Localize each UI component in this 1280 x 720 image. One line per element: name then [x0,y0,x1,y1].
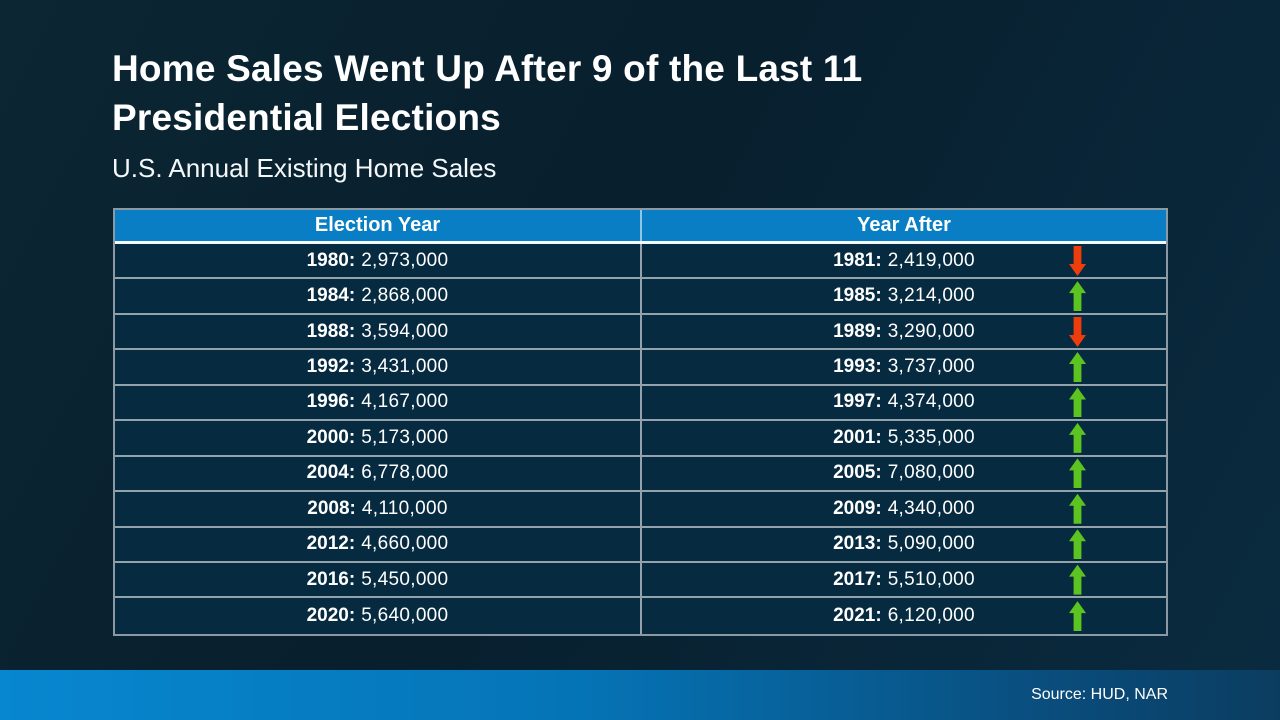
year-after-cell: 2021: 6,120,000 [642,598,1166,633]
election-sales-value: 5,640,000 [361,605,449,627]
up-arrow-icon [1069,458,1086,489]
year-after-cell: 2001: 5,335,000 [642,421,1166,454]
election-sales-value: 3,594,000 [361,320,449,342]
column-header-election-year: Election Year [115,210,642,241]
election-sales-value: 2,868,000 [361,285,449,307]
table-row: 1984: 2,868,000 1985: 3,214,000 [115,279,1166,315]
page-subtitle: U.S. Annual Existing Home Sales [112,153,497,183]
table-row: 1980: 2,973,000 1981: 2,419,000 [115,244,1166,280]
down-arrow-icon [1069,317,1086,347]
election-year-label: 1980: [306,249,356,271]
election-year-cell: 1980: 2,973,000 [115,244,642,278]
source-attribution: Source: HUD, NAR [1031,686,1168,703]
table-row: 1996: 4,167,000 1997: 4,374,000 [115,385,1166,422]
election-year-label: 2012: [306,533,356,555]
year-after-cell: 1981: 2,419,000 [642,244,1166,277]
year-after-sales-value: 5,090,000 [887,533,975,555]
year-after-label: 2017: [833,568,882,590]
year-after-sales-value: 5,510,000 [887,568,975,590]
year-after-label: 2021: [833,605,882,627]
year-after-cell: 2009: 4,340,000 [642,492,1166,525]
table-header-row: Election Year Year After [115,210,1166,244]
election-year-cell: 1992: 3,431,000 [115,350,642,384]
year-after-sales-value: 4,340,000 [887,497,975,519]
year-after-cell: 1989: 3,290,000 [642,315,1166,348]
year-after-cell: 1997: 4,374,000 [642,386,1166,419]
election-year-cell: 1996: 4,167,000 [115,385,642,420]
footer-bar: Source: HUD, NAR [0,670,1280,720]
year-after-label: 2013: [833,533,882,555]
year-after-label: 1997: [833,391,882,413]
page-title-line2: Presidential Elections [112,97,501,138]
election-sales-value: 6,778,000 [361,462,449,484]
page-title: Home Sales Went Up After 9 of the Last 1… [112,44,1092,142]
election-year-cell: 2016: 5,450,000 [115,562,642,597]
year-after-label: 2001: [833,426,882,448]
election-sales-value: 3,431,000 [361,356,449,378]
year-after-cell: 1993: 3,737,000 [642,350,1166,383]
election-year-cell: 2012: 4,660,000 [115,527,642,561]
up-arrow-icon [1069,422,1086,453]
up-arrow-icon [1069,564,1086,595]
up-arrow-icon [1069,601,1086,632]
election-year-cell: 2004: 6,778,000 [115,456,642,491]
table-row: 2016: 5,450,000 2017: 5,510,000 [115,562,1166,599]
year-after-label: 1989: [833,320,882,342]
up-arrow-icon [1069,352,1086,383]
election-sales-value: 5,173,000 [361,426,449,448]
year-after-label: 2009: [833,497,882,519]
election-year-label: 2000: [306,426,356,448]
election-year-label: 2020: [306,605,356,627]
year-after-label: 2005: [833,462,882,484]
year-after-sales-value: 5,335,000 [887,426,975,448]
election-sales-value: 4,660,000 [361,533,449,555]
up-arrow-icon [1069,387,1086,418]
year-after-cell: 2013: 5,090,000 [642,528,1166,561]
table-row: 2004: 6,778,000 2005: 7,080,000 [115,456,1166,493]
election-year-label: 1988: [306,320,356,342]
year-after-sales-value: 7,080,000 [887,462,975,484]
year-after-sales-value: 6,120,000 [887,605,975,627]
year-after-label: 1993: [833,356,882,378]
year-after-cell: 2005: 7,080,000 [642,457,1166,490]
year-after-cell: 1985: 3,214,000 [642,279,1166,312]
election-year-cell: 2000: 5,173,000 [115,421,642,455]
column-header-year-after: Year After [857,214,951,236]
table-row: 2000: 5,173,000 2001: 5,335,000 [115,421,1166,457]
home-sales-table: Election Year Year After 1980: 2,973,000 … [113,208,1168,636]
down-arrow-icon [1069,246,1086,276]
election-sales-value: 4,110,000 [361,497,448,519]
year-after-sales-value: 4,374,000 [887,391,975,413]
up-arrow-icon [1069,281,1086,312]
election-year-cell: 1984: 2,868,000 [115,279,642,313]
year-after-sales-value: 2,419,000 [887,249,975,271]
table-row: 2008: 4,110,000 2009: 4,340,000 [115,492,1166,528]
year-after-label: 1985: [833,285,882,307]
election-sales-value: 2,973,000 [361,249,449,271]
election-year-label: 1992: [306,356,356,378]
election-year-label: 1996: [306,391,356,413]
up-arrow-icon [1069,493,1086,524]
election-year-label: 2016: [306,568,356,590]
election-year-cell: 2020: 5,640,000 [115,598,642,634]
table-row: 2012: 4,660,000 2013: 5,090,000 [115,527,1166,563]
table-row: 2020: 5,640,000 2021: 6,120,000 [115,598,1166,634]
election-year-cell: 1988: 3,594,000 [115,314,642,349]
table-row: 1992: 3,431,000 1993: 3,737,000 [115,350,1166,386]
election-year-label: 2004: [306,462,356,484]
table-row: 1988: 3,594,000 1989: 3,290,000 [115,314,1166,351]
election-sales-value: 4,167,000 [361,391,449,413]
year-after-label: 1981: [833,249,882,271]
year-after-sales-value: 3,290,000 [887,320,975,342]
year-after-sales-value: 3,737,000 [887,356,975,378]
election-year-cell: 2008: 4,110,000 [115,492,642,526]
year-after-cell: 2017: 5,510,000 [642,563,1166,596]
election-year-label: 2008: [307,497,356,519]
year-after-sales-value: 3,214,000 [887,285,975,307]
election-year-label: 1984: [306,285,356,307]
page-title-line1: Home Sales Went Up After 9 of the Last 1… [112,48,863,89]
election-sales-value: 5,450,000 [361,568,449,590]
up-arrow-icon [1069,529,1086,560]
